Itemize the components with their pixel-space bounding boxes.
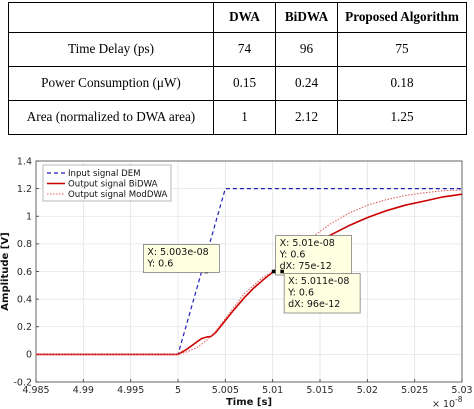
table-header-proposed: Proposed Algorithm [337, 2, 467, 33]
y-tick-label: 0.8 [17, 239, 32, 250]
datatips: X: 5.003e-08Y: 0.6X: 5.01e-08Y: 0.6dX: 7… [143, 235, 361, 314]
legend-box [42, 164, 172, 202]
x-axis-title: Time [s] [226, 397, 272, 408]
datatip-text: Y: 0.6 [146, 259, 173, 270]
datatip-text: Y: 0.6 [287, 288, 314, 299]
legend-label: Output signal ModDWA [68, 190, 168, 200]
datatip-text: dX: 96e-12 [288, 299, 340, 310]
legend-label: Input signal DEM [68, 169, 141, 179]
datatip-text: X: 5.01e-08 [280, 238, 335, 249]
y-tick-label: 0.2 [17, 322, 32, 333]
legend-label: Output signal BiDWA [68, 180, 158, 190]
cell-proposed: 1.25 [337, 99, 467, 136]
x-tick-label: 5.005 [212, 385, 239, 396]
comparison-table-container: DWA BiDWA Proposed Algorithm Time Delay … [8, 2, 467, 136]
y-tick-label: -0.2 [13, 377, 32, 388]
x-tick-label: 5.01 [262, 385, 283, 396]
y-tick-label: 1.2 [17, 184, 32, 195]
row-label-power: Power Consumption (μW) [8, 65, 214, 101]
y-tick-label: 0.4 [17, 294, 32, 305]
y-tick-label: 0 [26, 350, 32, 361]
table-row: Power Consumption (μW) 0.15 0.24 0.18 [8, 65, 467, 101]
table-header-bidwa: BiDWA [275, 2, 338, 33]
x-tick-label: 5.025 [401, 385, 428, 396]
y-tick-label: 1.4 [17, 156, 32, 167]
cell-proposed: 75 [337, 31, 467, 67]
datatip-text: X: 5.011e-08 [288, 276, 349, 287]
x-tick-label: 4.99 [73, 385, 94, 396]
table-row: Area (normalized to DWA area) 1 2.12 1.2… [8, 99, 467, 136]
row-label-time-delay: Time Delay (ps) [8, 31, 214, 67]
cell-dwa: 1 [213, 99, 276, 136]
datatip-marker [280, 269, 284, 274]
datatip-text: dX: 75e-12 [280, 261, 332, 272]
x-axis-exponent-base: × 10 [432, 399, 455, 409]
cell-proposed: 0.18 [337, 65, 467, 101]
x-tick-label: 5.015 [306, 385, 333, 396]
y-tick-label: 1 [26, 212, 32, 223]
row-label-area: Area (normalized to DWA area) [8, 99, 214, 136]
y-tick-label: 0.6 [17, 267, 32, 278]
cell-bidwa: 96 [275, 31, 338, 67]
cell-bidwa: 0.24 [275, 65, 338, 101]
table-header-dwa: DWA [213, 2, 276, 33]
x-tick-label: 4.985 [22, 385, 49, 396]
axes: 4.985 4.99 4.995 5 5.005 5.01 5.015 5.02 5.025 5.… [13, 156, 472, 396]
x-axis-exponent-power: -8 [455, 395, 463, 404]
cell-dwa: 0.15 [213, 65, 276, 101]
y-axis-title: Amplitude [V] [0, 232, 11, 310]
cell-bidwa: 2.12 [275, 99, 338, 136]
comparison-table: DWA BiDWA Proposed Algorithm Time Delay … [8, 2, 467, 136]
datatip-text: Y: 0.6 [279, 250, 306, 261]
x-tick-label: 5.03 [451, 385, 472, 396]
x-axis-exponent: × 10-8 [432, 395, 463, 409]
datatip-box [143, 244, 220, 273]
x-tick-label: 4.995 [117, 385, 144, 396]
axes-frame [35, 160, 463, 383]
x-tick-label: 5.02 [357, 385, 378, 396]
table-row: Time Delay (ps) 74 96 75 [8, 31, 467, 67]
datatip-marker [271, 269, 276, 274]
x-tick-label: 5 [175, 385, 181, 396]
table-header-row: DWA BiDWA Proposed Algorithm [8, 2, 467, 33]
chart-svg: 4.985 4.99 4.995 5 5.005 5.01 5.015 5.02 5.025 5.… [0, 156, 473, 409]
datatip-box [283, 273, 361, 314]
table-header-blank [8, 2, 214, 33]
signal-chart: 4.985 4.99 4.995 5 5.005 5.01 5.015 5.02 5.025 5.… [0, 150, 474, 409]
cell-dwa: 74 [213, 31, 276, 67]
datatip-text: X: 5.003e-08 [147, 247, 208, 258]
